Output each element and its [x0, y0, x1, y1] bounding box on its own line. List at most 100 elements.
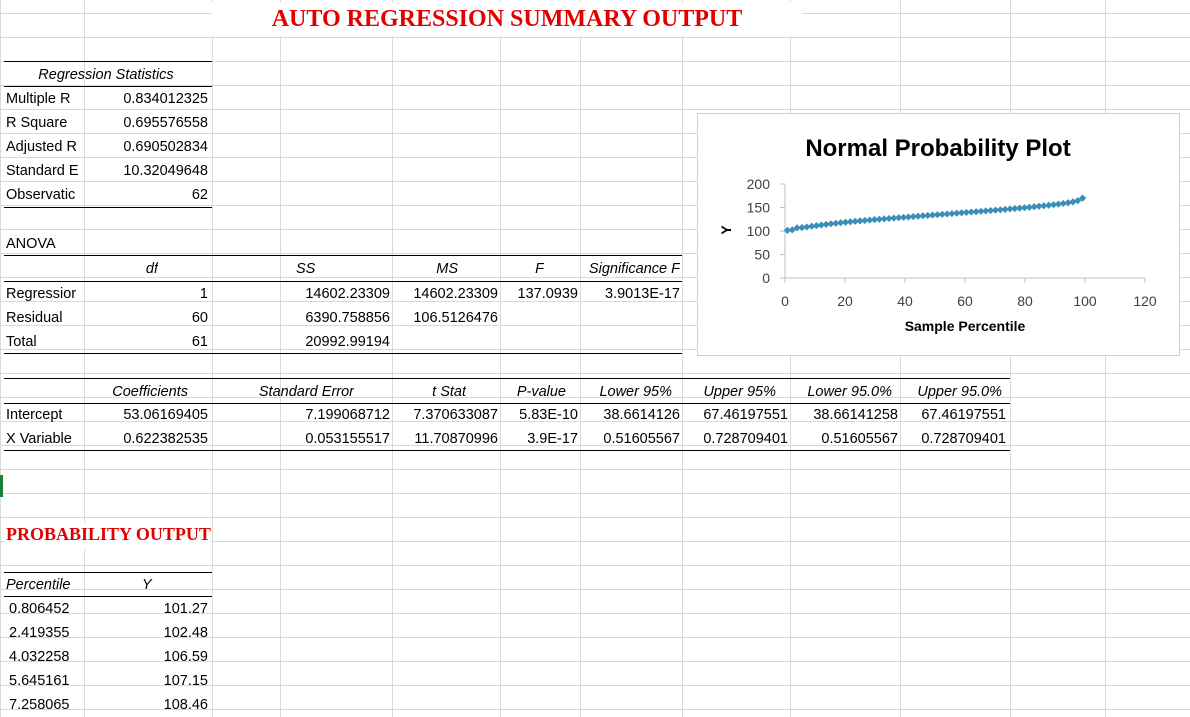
data-point — [1054, 200, 1062, 208]
data-point — [1011, 204, 1019, 213]
coef-header: t Stat — [432, 384, 466, 400]
data-point — [996, 206, 1004, 214]
anova-significance-f: 3.9013E-17 — [605, 286, 680, 302]
stat-label: Adjusted R — [6, 139, 77, 155]
prob-y: 107.15 — [163, 673, 208, 689]
coef-value: 38.66141258 — [813, 407, 898, 423]
coef-row-label: Intercept — [6, 407, 63, 423]
data-point — [880, 215, 888, 223]
anova-f: 137.0939 — [517, 286, 578, 302]
normal-probability-chart[interactable]: Normal Probability Plot Sample Percentil… — [697, 113, 1180, 356]
y-tick-label: 100 — [747, 223, 771, 239]
stat-value: 10.32049648 — [123, 163, 208, 179]
data-point — [1074, 197, 1082, 205]
chart-series — [783, 194, 1087, 235]
stat-value: 0.834012325 — [123, 91, 208, 107]
stat-label: Multiple R — [6, 91, 71, 107]
anova-ms: 14602.23309 — [413, 286, 498, 302]
divider — [4, 572, 212, 573]
data-point — [1064, 199, 1072, 207]
data-point — [870, 216, 879, 224]
coef-value: 11.70870996 — [414, 431, 498, 447]
anova-ss: 6390.758856 — [305, 310, 390, 326]
y-tick-label: 50 — [754, 247, 770, 263]
stat-value: 0.690502834 — [123, 139, 208, 155]
coef-value: 0.728709401 — [703, 431, 788, 447]
x-tick-label: 100 — [1073, 293, 1097, 309]
prob-percentile: 4.032258 — [9, 649, 70, 665]
divider — [4, 255, 682, 256]
data-point — [822, 220, 830, 229]
prob-title-cell-bg — [4, 523, 210, 549]
anova-row-label: Residual — [6, 310, 63, 326]
x-tick-label: 80 — [1017, 293, 1033, 309]
data-point — [1059, 199, 1067, 208]
prob-header-y: Y — [142, 577, 152, 593]
divider — [4, 403, 1010, 404]
coef-value: 67.46197551 — [703, 407, 788, 423]
coef-header: Standard Error — [258, 384, 354, 400]
coef-value: 0.51605567 — [821, 431, 898, 447]
prob-percentile: 7.258065 — [9, 697, 70, 713]
anova-ms: 106.5126476 — [413, 310, 498, 326]
data-point — [1020, 204, 1029, 212]
prob-percentile: 2.419355 — [9, 625, 70, 641]
anova-ss: 14602.23309 — [305, 286, 390, 302]
row-selection-marker — [0, 475, 3, 497]
coef-header: Upper 95% — [703, 384, 776, 400]
data-point — [919, 212, 927, 220]
chart-axes: 0 20 40 60 80 100 120 0 50 100 150 200 — [747, 176, 1157, 309]
stat-value: 0.695576558 — [123, 115, 208, 131]
probability-output-title: PROBABILITY OUTPUT — [6, 524, 211, 544]
divider — [4, 378, 1010, 379]
data-point — [938, 210, 946, 218]
anova-df: 1 — [199, 286, 208, 302]
prob-percentile: 0.806452 — [9, 601, 70, 617]
divider — [4, 61, 212, 62]
anova-header-significance-f: Significance F — [588, 261, 680, 277]
data-point — [832, 219, 840, 227]
data-point — [953, 209, 961, 217]
prob-percentile: 5.645161 — [9, 673, 70, 689]
x-tick-label: 60 — [957, 293, 973, 309]
chart-title: Normal Probability Plot — [805, 135, 1070, 162]
coef-value: 0.728709401 — [921, 431, 1006, 447]
anova-row-label: Total — [6, 334, 37, 350]
anova-df: 61 — [191, 334, 208, 350]
y-tick-label: 200 — [747, 176, 771, 192]
divider — [4, 281, 682, 282]
chart-x-axis-label: Sample Percentile — [905, 318, 1026, 334]
x-tick-label: 120 — [1133, 293, 1157, 309]
stat-value: 62 — [191, 187, 208, 203]
data-point — [977, 207, 985, 215]
data-point — [987, 206, 995, 215]
data-point — [991, 206, 1000, 214]
prob-y: 101.27 — [163, 601, 208, 617]
chart-svg: Normal Probability Plot Sample Percentil… — [718, 135, 1157, 334]
regression-statistics-header: Regression Statistics — [38, 67, 174, 83]
coef-header: Lower 95.0% — [807, 384, 892, 400]
prob-y: 106.59 — [163, 649, 208, 665]
data-point — [1045, 201, 1053, 209]
data-point — [1006, 205, 1014, 213]
data-point — [904, 213, 912, 221]
stat-label: R Square — [6, 115, 68, 131]
data-point — [962, 208, 971, 217]
coef-value: 67.46197551 — [921, 407, 1006, 423]
coef-value: 38.6614126 — [603, 407, 680, 423]
anova-label: ANOVA — [6, 236, 56, 252]
data-point — [914, 212, 922, 220]
data-point — [899, 213, 908, 221]
divider — [4, 450, 1010, 451]
prob-header-percentile: Percentile — [6, 577, 71, 593]
coef-value: 53.06169405 — [123, 407, 208, 423]
coef-header: Lower 95% — [599, 384, 672, 400]
divider — [4, 596, 212, 597]
coef-value: 3.9E-17 — [527, 431, 578, 447]
anova-row-label: Regressior — [6, 286, 77, 302]
data-point — [846, 218, 854, 226]
prob-y: 108.46 — [163, 697, 208, 713]
coef-value: 7.370633087 — [413, 407, 498, 423]
data-point — [1030, 203, 1038, 211]
data-point — [1069, 198, 1077, 206]
